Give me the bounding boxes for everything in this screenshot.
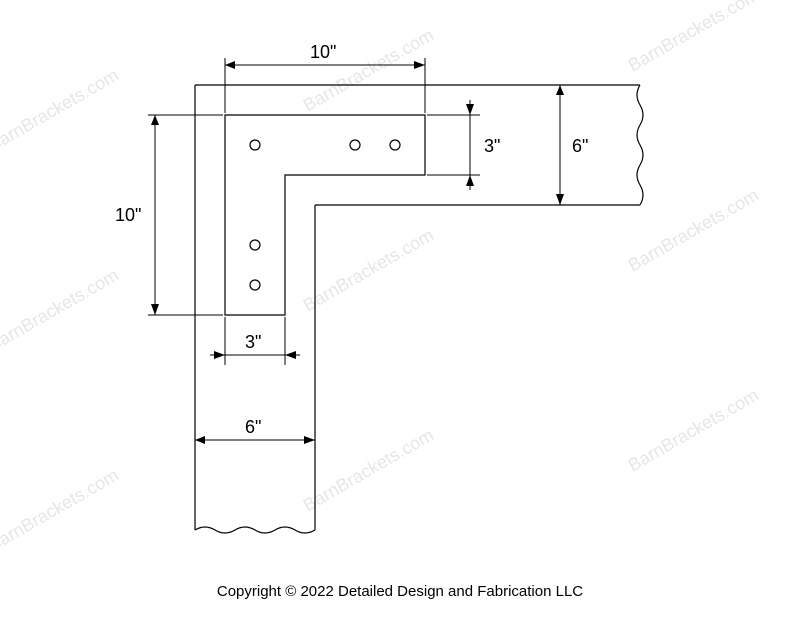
copyright-text: Copyright © 2022 Detailed Design and Fab… [0,583,800,600]
dim-bottom-6: 6" [245,417,261,437]
dim-top-10: 10" [310,42,336,62]
dimensions: 10" 10" 3" 6" 3" [115,42,600,475]
dim-right-3: 3" [484,136,500,156]
bracket [225,115,425,315]
dim-bottom-3: 3" [245,332,261,352]
dim-right-6: 6" [572,136,588,156]
diagram-canvas: 10" 10" 3" 6" 3" [0,0,800,618]
dim-left-10: 10" [115,205,141,225]
